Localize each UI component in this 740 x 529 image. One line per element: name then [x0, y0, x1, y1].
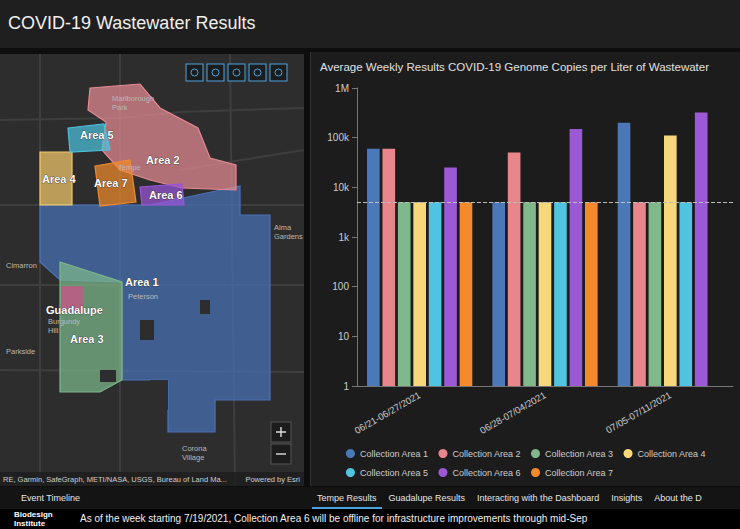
svg-text:Corona: Corona	[182, 444, 207, 453]
html-text:Institute: Institute	[14, 519, 46, 528]
svg-text:06/21-06/27/2021: 06/21-06/27/2021	[353, 389, 423, 436]
html-text:COVID-19 Wastewater Results: COVID-19 Wastewater Results	[8, 13, 256, 33]
svg-text:Collection Area 7: Collection Area 7	[545, 468, 613, 478]
svg-text:Burgundy: Burgundy	[48, 317, 80, 326]
html-text:Event Timeline: Event Timeline	[21, 493, 80, 503]
svg-text:06/28-07/04/2021: 06/28-07/04/2021	[478, 389, 548, 436]
html-text:Tempe Results: Tempe Results	[317, 493, 377, 503]
svg-text:Parkside: Parkside	[6, 347, 35, 356]
svg-text:Park: Park	[112, 103, 128, 112]
svg-text:Area 2: Area 2	[146, 154, 180, 166]
svg-text:100k: 100k	[327, 132, 350, 143]
svg-text:1k: 1k	[338, 232, 350, 243]
html-text:As of the week starting 7/19/2: As of the week starting 7/19/2021, Colle…	[80, 513, 588, 524]
svg-text:Collection Area 4: Collection Area 4	[638, 449, 706, 459]
svg-text:RE, Garmin, SafeGraph, METI/NA: RE, Garmin, SafeGraph, METI/NASA, USGS, …	[3, 475, 227, 484]
svg-text:Marlborough: Marlborough	[112, 94, 154, 103]
svg-text:Guadalupe: Guadalupe	[46, 304, 103, 316]
svg-text:Collection Area 3: Collection Area 3	[545, 449, 613, 459]
svg-text:Area 3: Area 3	[70, 333, 104, 345]
html-text:Insights: Insights	[611, 493, 643, 503]
svg-text:Area 7: Area 7	[94, 177, 128, 189]
svg-text:Cimarron: Cimarron	[6, 261, 37, 270]
svg-text:Area 1: Area 1	[125, 276, 159, 288]
svg-text:Collection Area 2: Collection Area 2	[452, 449, 520, 459]
svg-text:Average Weekly Results COVID-1: Average Weekly Results COVID-19 Genome C…	[320, 61, 709, 73]
svg-text:Collection Area 6: Collection Area 6	[452, 468, 520, 478]
html-text:Biodesign: Biodesign	[14, 510, 53, 519]
svg-text:Collection Area 5: Collection Area 5	[360, 468, 428, 478]
svg-text:10: 10	[338, 331, 350, 342]
html-text:Guadalupe Results: Guadalupe Results	[388, 493, 466, 503]
svg-text:07/05-07/11/2021: 07/05-07/11/2021	[604, 389, 673, 435]
svg-text:100: 100	[332, 281, 349, 292]
svg-text:Village: Village	[182, 453, 204, 462]
svg-text:10k: 10k	[333, 182, 350, 193]
svg-text:Area 4: Area 4	[42, 173, 77, 185]
svg-text:Collection Area 1: Collection Area 1	[360, 449, 428, 459]
html-text:About the D: About the D	[654, 493, 702, 503]
svg-text:Tempe: Tempe	[118, 163, 141, 172]
svg-text:Area 5: Area 5	[80, 129, 114, 141]
svg-text:1: 1	[343, 381, 349, 392]
svg-text:Alma: Alma	[274, 223, 292, 232]
svg-text:Powered by Esri: Powered by Esri	[245, 475, 300, 484]
svg-text:Peterson: Peterson	[128, 292, 158, 301]
svg-text:Area 6: Area 6	[149, 189, 183, 201]
svg-text:Hill: Hill	[48, 326, 59, 335]
html-text:Interacting with the Dashboard: Interacting with the Dashboard	[477, 493, 600, 503]
svg-text:1M: 1M	[335, 83, 349, 94]
svg-text:Gardens: Gardens	[274, 232, 303, 241]
